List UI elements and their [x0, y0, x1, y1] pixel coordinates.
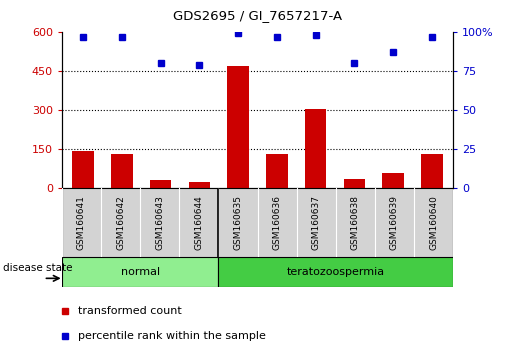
- Text: GSM160638: GSM160638: [351, 195, 360, 250]
- Bar: [62, 188, 101, 257]
- Bar: [188, 182, 210, 188]
- Bar: [336, 188, 375, 257]
- Text: GSM160642: GSM160642: [116, 195, 125, 250]
- Bar: [383, 173, 404, 188]
- Bar: [140, 188, 179, 257]
- Text: disease state: disease state: [3, 263, 72, 273]
- Bar: [101, 188, 140, 257]
- Bar: [179, 188, 218, 257]
- Text: transformed count: transformed count: [78, 306, 181, 316]
- Text: GSM160640: GSM160640: [429, 195, 438, 250]
- Text: GSM160641: GSM160641: [77, 195, 86, 250]
- Text: GSM160639: GSM160639: [390, 195, 399, 250]
- Text: normal: normal: [121, 267, 160, 277]
- Bar: [344, 179, 365, 188]
- Bar: [218, 188, 258, 257]
- Text: GSM160636: GSM160636: [272, 195, 282, 250]
- Bar: [73, 151, 94, 188]
- Text: GSM160637: GSM160637: [312, 195, 321, 250]
- Bar: [218, 257, 453, 287]
- Text: GSM160643: GSM160643: [155, 195, 164, 250]
- Text: GSM160644: GSM160644: [194, 195, 203, 250]
- Bar: [266, 154, 287, 188]
- Bar: [421, 154, 442, 188]
- Bar: [305, 109, 327, 188]
- Text: percentile rank within the sample: percentile rank within the sample: [78, 331, 266, 341]
- Text: teratozoospermia: teratozoospermia: [287, 267, 385, 277]
- Bar: [228, 65, 249, 188]
- Text: GSM160635: GSM160635: [233, 195, 243, 250]
- Bar: [62, 257, 218, 287]
- Bar: [375, 188, 414, 257]
- Bar: [111, 154, 132, 188]
- Text: GDS2695 / GI_7657217-A: GDS2695 / GI_7657217-A: [173, 9, 342, 22]
- Bar: [414, 188, 453, 257]
- Bar: [258, 188, 297, 257]
- Bar: [297, 188, 336, 257]
- Bar: [150, 180, 171, 188]
